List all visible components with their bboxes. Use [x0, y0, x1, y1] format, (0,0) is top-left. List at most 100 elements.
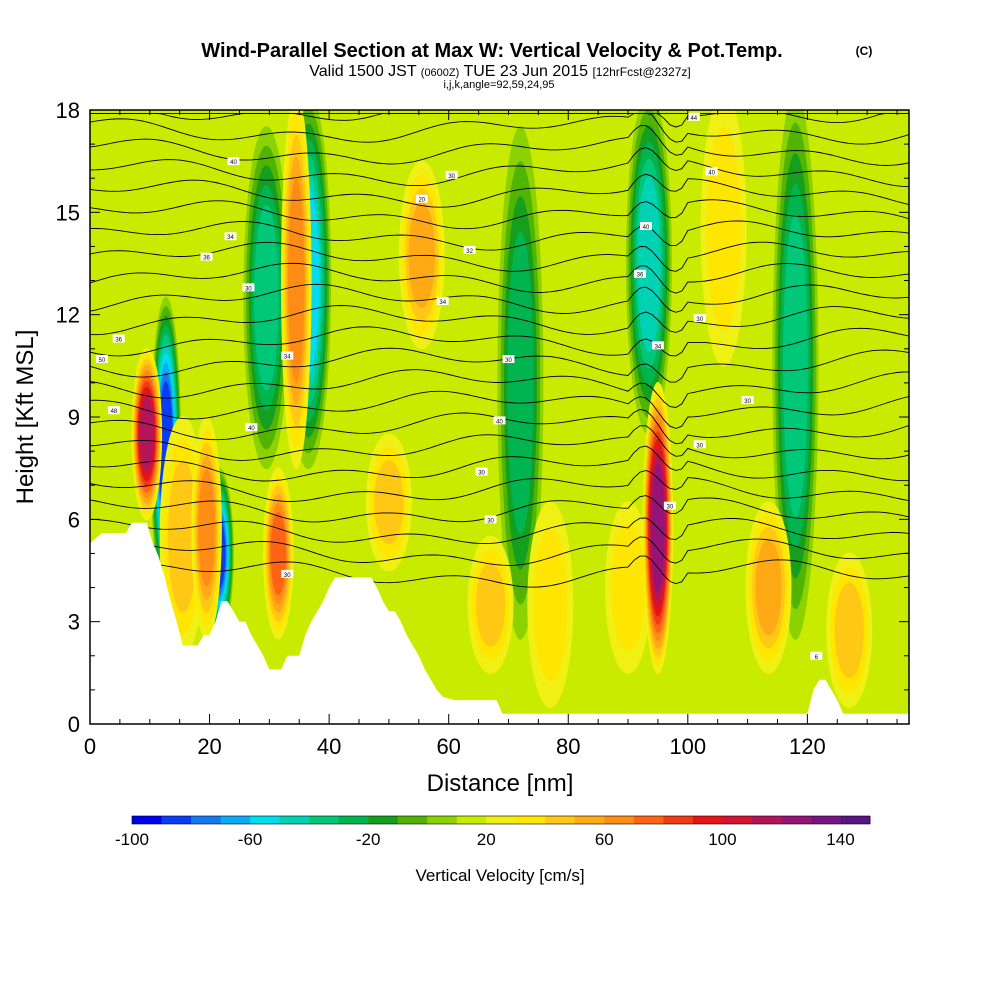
- colorbar-tick-label: 60: [595, 830, 614, 849]
- velocity-level: [610, 523, 646, 652]
- contour-label-text: 40: [708, 170, 715, 176]
- contour-label-bg: [281, 351, 294, 360]
- contour-label-text: 34: [439, 300, 446, 306]
- isentrope-line: [90, 305, 909, 336]
- x-tick-label: 120: [789, 734, 826, 759]
- colorbar-swatch: [220, 816, 251, 824]
- contour-label: 40: [227, 157, 240, 166]
- y-tick-label: 18: [56, 98, 80, 123]
- isentrope-line: [90, 470, 909, 502]
- contour-label-text: 34: [284, 355, 291, 361]
- contour-label-bg: [810, 651, 823, 660]
- contour-label: 20: [415, 194, 428, 204]
- velocity-level: [533, 527, 568, 682]
- contour-label-text: 30: [448, 174, 455, 180]
- contour-label: 30: [445, 170, 458, 180]
- contour-label: 40: [705, 167, 718, 176]
- colorbar-tick-label: 100: [708, 830, 736, 849]
- contour-label-text: 44: [690, 116, 697, 122]
- contour-label-bg: [693, 440, 706, 449]
- colorbar-frame: [131, 815, 871, 825]
- colorbar-swatch: [692, 816, 723, 824]
- colorbar-swatch: [486, 816, 517, 824]
- contour-label-text: 34: [227, 235, 234, 241]
- colorbar-swatch: [250, 816, 280, 824]
- velocity-level: [288, 177, 305, 384]
- velocity-level: [834, 582, 864, 678]
- colorbar-swatch: [722, 816, 753, 824]
- contour-label-text: 30: [478, 471, 485, 477]
- y-tick-label: 6: [68, 507, 80, 532]
- y-tick-label: 3: [68, 610, 80, 635]
- contour-label-text: 30: [667, 505, 674, 511]
- isentrope-line: [90, 390, 909, 429]
- contour-label-bg: [639, 221, 652, 230]
- isentrope-line: [90, 147, 909, 188]
- isentrope-line: [90, 425, 909, 461]
- contour-label-text: 6: [815, 655, 819, 661]
- contour-label-bg: [436, 297, 449, 306]
- colorbar-swatch: [840, 816, 871, 824]
- contour-label-text: 30: [284, 573, 291, 579]
- terrain-mask: [90, 522, 909, 724]
- contour-label: 40: [639, 221, 652, 231]
- contour-label-text: 36: [637, 273, 644, 279]
- colorbar-swatch: [574, 816, 605, 824]
- colorbar-tick-label: 20: [477, 830, 496, 849]
- colorbar-swatch: [132, 816, 162, 824]
- contour-label-text: 30: [487, 518, 494, 524]
- colorbar-swatch: [279, 816, 310, 824]
- contour-label: 34: [651, 341, 664, 350]
- updraft-column: [280, 110, 312, 470]
- x-tick-label: 20: [197, 734, 221, 759]
- colorbar-swatch: [515, 816, 546, 824]
- x-tick-label: 60: [436, 734, 460, 759]
- velocity-level: [167, 460, 198, 613]
- updraft-column: [467, 535, 514, 674]
- velocity-level: [637, 175, 661, 352]
- isentrope-line: [90, 555, 909, 588]
- forecast-info: [12hrFcst@2327z]: [592, 65, 690, 79]
- colorbar-swatch: [751, 816, 782, 824]
- velocity-field: [131, 110, 873, 708]
- velocity-level: [270, 511, 287, 596]
- velocity-level: [374, 460, 404, 545]
- contour-label-bg: [705, 167, 718, 176]
- isentrope-line: [90, 283, 909, 314]
- contour-label-bg: [227, 157, 240, 166]
- contour-label-bg: [415, 194, 428, 203]
- x-axis: 0 20 40 60 80 100 120: [84, 110, 898, 759]
- contour-label-bg: [693, 314, 706, 323]
- contour-label: 36: [200, 252, 213, 262]
- contour-label-text: 50: [99, 358, 106, 364]
- contour-label-bg: [445, 170, 458, 179]
- contour-label-bg: [663, 501, 676, 510]
- contour-label: 50: [95, 355, 108, 364]
- contour-label-bg: [493, 416, 506, 425]
- isentrope-line: [90, 536, 909, 566]
- velocity-level: [198, 469, 215, 587]
- isentrope-line: [90, 112, 909, 145]
- x-axis-title: Distance [nm]: [427, 770, 574, 797]
- velocity-level: [783, 214, 808, 518]
- contour-label-bg: [107, 406, 120, 415]
- contour-label: 48: [107, 406, 120, 415]
- valid-time: Valid 1500 JST: [309, 63, 417, 80]
- contour-label: 36: [112, 334, 125, 344]
- contour-label-text: 30: [696, 443, 703, 449]
- plot-area: 50 48 36 34 36 40 30 34 40 30 20 30 32 34 30 40 30 30 40 36…: [90, 110, 909, 724]
- contour-label: 30: [663, 501, 676, 511]
- y-axis-title: Height [Kft MSL]: [12, 330, 39, 505]
- contour-label-text: 30: [505, 358, 512, 364]
- colorbar-tick-label: -100: [115, 830, 149, 849]
- velocity-level: [139, 397, 154, 471]
- colorbar-tick-label: -60: [238, 830, 263, 849]
- contour-label-bg: [95, 355, 108, 364]
- contour-label-text: 36: [115, 338, 122, 344]
- colorbar-tick-label: -20: [356, 830, 381, 849]
- contour-label: 30: [242, 283, 255, 292]
- contour-label-text: 36: [203, 256, 210, 262]
- contour-label: 30: [502, 355, 515, 364]
- contour-label-text: 30: [744, 399, 751, 405]
